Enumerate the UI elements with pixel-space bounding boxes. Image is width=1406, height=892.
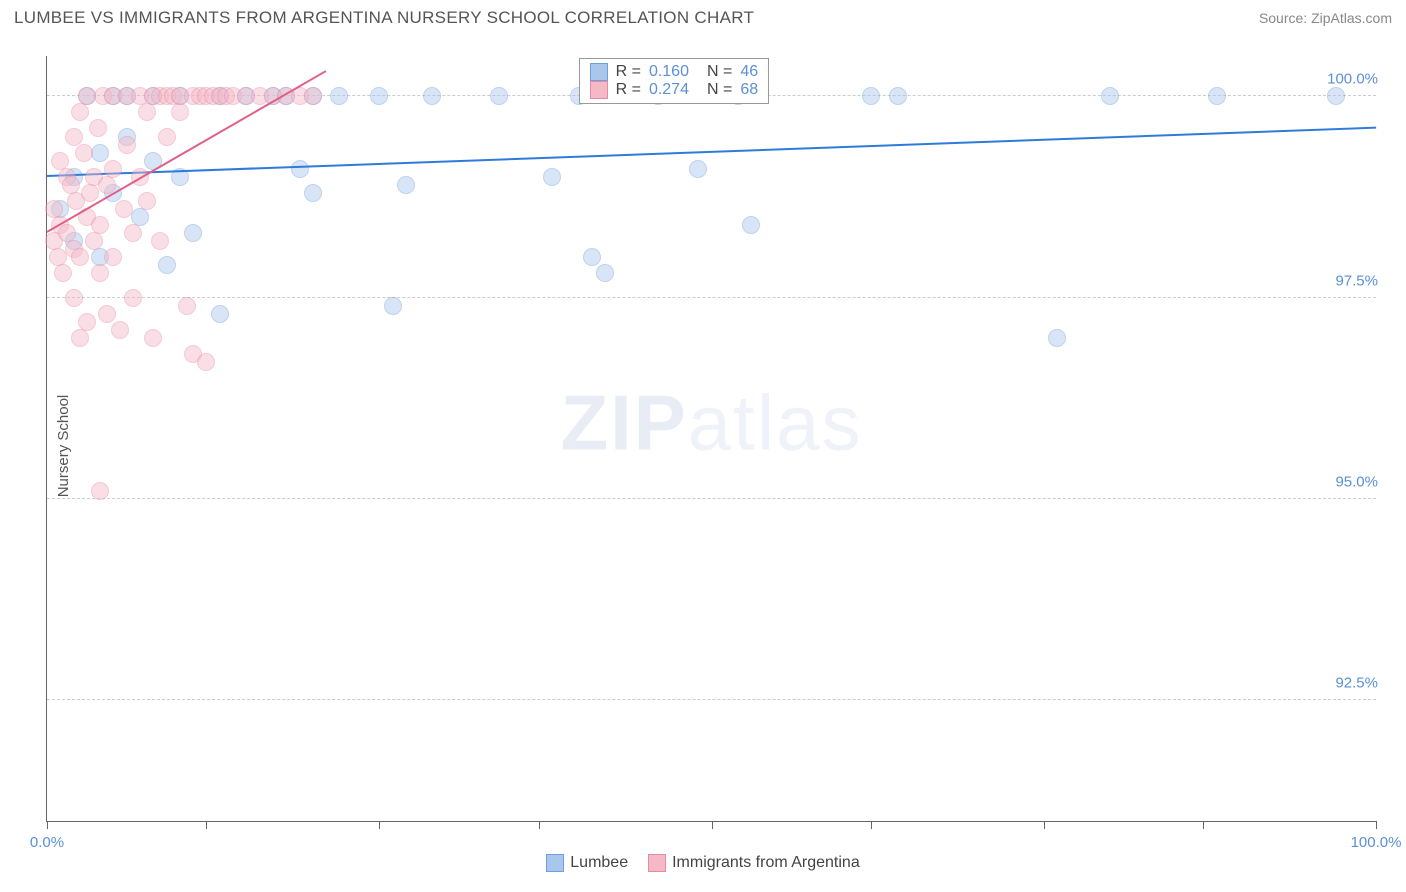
data-point: [71, 248, 89, 266]
data-point: [543, 168, 561, 186]
bottom-legend: Lumbee Immigrants from Argentina: [0, 854, 1406, 872]
x-tick-label: 100.0%: [1351, 834, 1402, 851]
x-tick: [712, 821, 713, 829]
data-point: [71, 329, 89, 347]
data-point: [184, 224, 202, 242]
data-point: [124, 224, 142, 242]
data-point: [78, 313, 96, 331]
data-point: [124, 289, 142, 307]
x-tick: [539, 821, 540, 829]
y-tick-label: 92.5%: [1331, 675, 1378, 692]
data-point: [490, 87, 508, 105]
data-point: [384, 297, 402, 315]
data-point: [98, 305, 116, 323]
gridline: [47, 297, 1376, 298]
x-tick: [1376, 821, 1377, 829]
data-point: [171, 103, 189, 121]
x-tick: [1203, 821, 1204, 829]
y-tick-label: 100.0%: [1323, 71, 1378, 88]
data-point: [91, 144, 109, 162]
data-point: [197, 353, 215, 371]
data-point: [138, 103, 156, 121]
data-point: [65, 289, 83, 307]
data-point: [689, 160, 707, 178]
data-point: [158, 256, 176, 274]
swatch-icon: [590, 63, 608, 81]
legend-row: R = 0.274N = 68: [590, 81, 759, 99]
data-point: [211, 305, 229, 323]
data-point: [81, 184, 99, 202]
data-point: [397, 176, 415, 194]
x-tick: [1044, 821, 1045, 829]
data-point: [104, 160, 122, 178]
data-point: [111, 321, 129, 339]
data-point: [370, 87, 388, 105]
x-tick: [47, 821, 48, 829]
data-point: [178, 297, 196, 315]
data-point: [291, 160, 309, 178]
data-point: [596, 264, 614, 282]
watermark: ZIPatlas: [560, 378, 862, 469]
legend-item-lumbee: Lumbee: [546, 854, 628, 872]
data-point: [423, 87, 441, 105]
swatch-icon: [546, 854, 564, 872]
data-point: [71, 103, 89, 121]
y-tick-label: 97.5%: [1331, 272, 1378, 289]
data-point: [91, 482, 109, 500]
data-point: [138, 192, 156, 210]
swatch-icon: [590, 81, 608, 99]
correlation-legend: R = 0.160N = 46R = 0.274N = 68: [579, 58, 770, 104]
data-point: [1048, 329, 1066, 347]
data-point: [1101, 87, 1119, 105]
x-tick: [379, 821, 380, 829]
gridline: [47, 498, 1376, 499]
page-title: LUMBEE VS IMMIGRANTS FROM ARGENTINA NURS…: [14, 8, 754, 28]
data-point: [158, 128, 176, 146]
data-point: [304, 87, 322, 105]
scatter-chart: ZIPatlas 92.5%95.0%97.5%100.0%0.0%100.0%…: [46, 56, 1376, 822]
data-point: [304, 184, 322, 202]
data-point: [144, 329, 162, 347]
data-point: [330, 87, 348, 105]
data-point: [118, 136, 136, 154]
data-point: [583, 248, 601, 266]
x-tick: [871, 821, 872, 829]
source-label: Source: ZipAtlas.com: [1259, 10, 1392, 26]
data-point: [104, 248, 122, 266]
data-point: [85, 232, 103, 250]
data-point: [89, 119, 107, 137]
data-point: [151, 232, 169, 250]
data-point: [862, 87, 880, 105]
data-point: [54, 264, 72, 282]
data-point: [75, 144, 93, 162]
legend-item-argentina: Immigrants from Argentina: [648, 854, 860, 872]
data-point: [115, 200, 133, 218]
x-tick-label: 0.0%: [30, 834, 64, 851]
swatch-icon: [648, 854, 666, 872]
x-tick: [206, 821, 207, 829]
data-point: [1327, 87, 1345, 105]
data-point: [65, 128, 83, 146]
data-point: [91, 216, 109, 234]
data-point: [1208, 87, 1226, 105]
data-point: [742, 216, 760, 234]
y-tick-label: 95.0%: [1331, 473, 1378, 490]
gridline: [47, 699, 1376, 700]
data-point: [91, 264, 109, 282]
data-point: [889, 87, 907, 105]
trend-line: [47, 126, 1376, 176]
legend-row: R = 0.160N = 46: [590, 63, 759, 81]
